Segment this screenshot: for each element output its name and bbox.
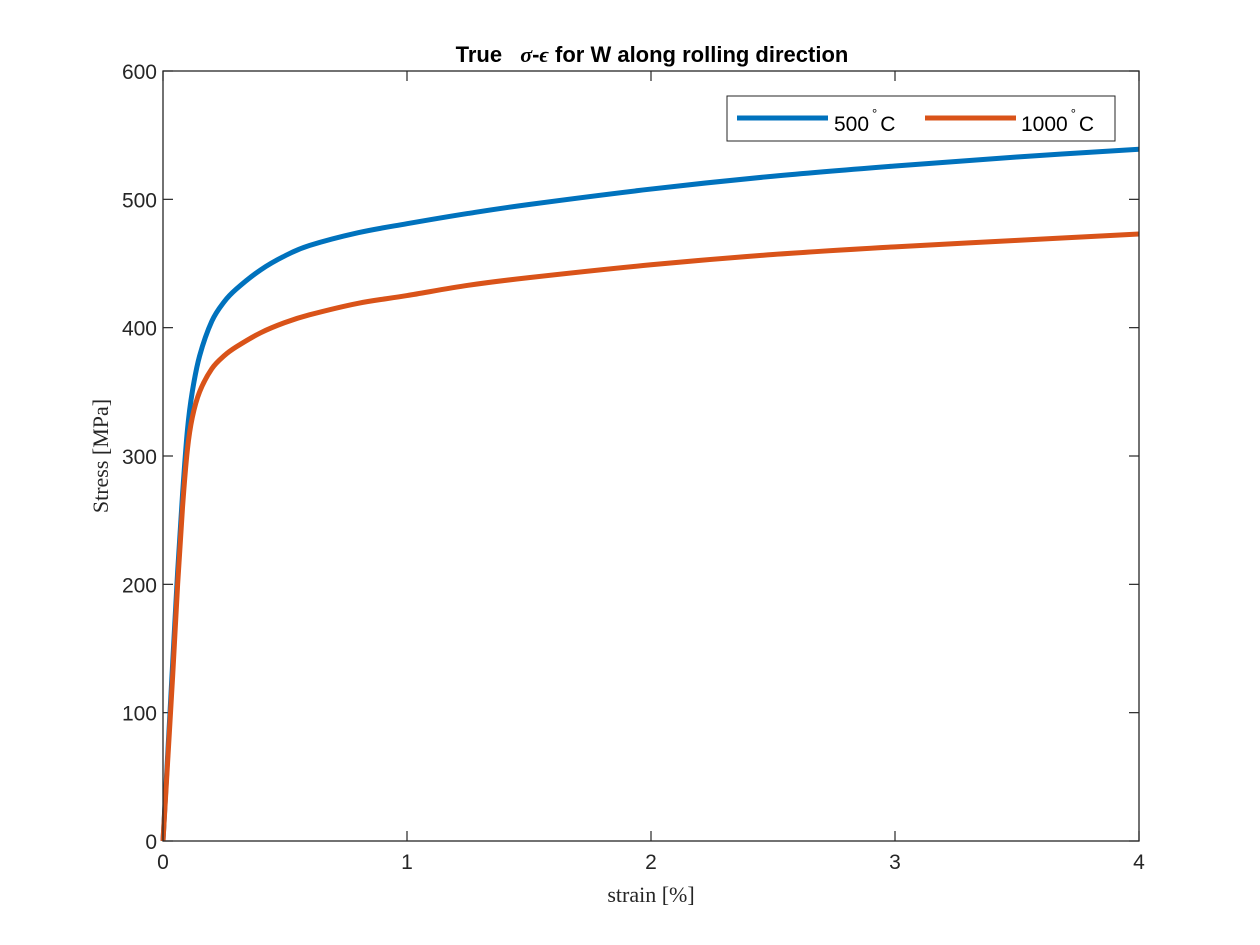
y-tick-label: 600 xyxy=(122,61,157,84)
x-tick-label: 2 xyxy=(645,851,657,874)
y-tick-label: 500 xyxy=(122,189,157,212)
plot-area xyxy=(163,71,1139,841)
title-sigma: σ xyxy=(520,42,533,67)
y-axis-label: Stress [MPa] xyxy=(88,399,113,513)
title-suffix: for W along rolling direction xyxy=(555,42,848,67)
x-tick-label: 4 xyxy=(1133,851,1145,874)
legend-label-1000c: 1000 ° C xyxy=(1021,106,1094,136)
x-tick-label: 1 xyxy=(401,851,413,874)
title-epsilon: ϵ xyxy=(539,42,549,67)
legend-label-500c: 500 ° C xyxy=(834,106,895,136)
title-dash: - xyxy=(532,42,539,67)
series-lines xyxy=(160,146,1140,842)
x-axis-label: strain [%] xyxy=(607,882,694,907)
x-tick-label: 0 xyxy=(157,851,169,874)
chart-title: True σ-ϵ for W along rolling direction xyxy=(456,42,849,67)
x-tick-label: 3 xyxy=(889,851,901,874)
y-tick-label: 300 xyxy=(122,446,157,469)
axes-box xyxy=(162,70,1140,842)
title-prefix: True xyxy=(456,42,502,67)
legend-label-1000c-degree: ° xyxy=(1071,106,1076,121)
legend-label-500c-degree: ° xyxy=(872,106,877,121)
legend: 500 ° C 1000 ° C xyxy=(726,95,1116,142)
y-tick-label: 100 xyxy=(122,703,157,726)
axis-tick-labels: 0 1 2 3 4 0 100 200 300 400 500 600 xyxy=(122,61,1145,874)
y-tick-label: 200 xyxy=(122,574,157,597)
legend-label-500c-value: 500 xyxy=(834,113,869,136)
legend-label-500c-unit: C xyxy=(880,113,895,136)
legend-label-1000c-value: 1000 xyxy=(1021,113,1068,136)
series-line-1000c xyxy=(160,231,1140,842)
legend-label-1000c-unit: C xyxy=(1079,113,1094,136)
y-tick-label: 0 xyxy=(145,831,157,854)
y-tick-label: 400 xyxy=(122,318,157,341)
